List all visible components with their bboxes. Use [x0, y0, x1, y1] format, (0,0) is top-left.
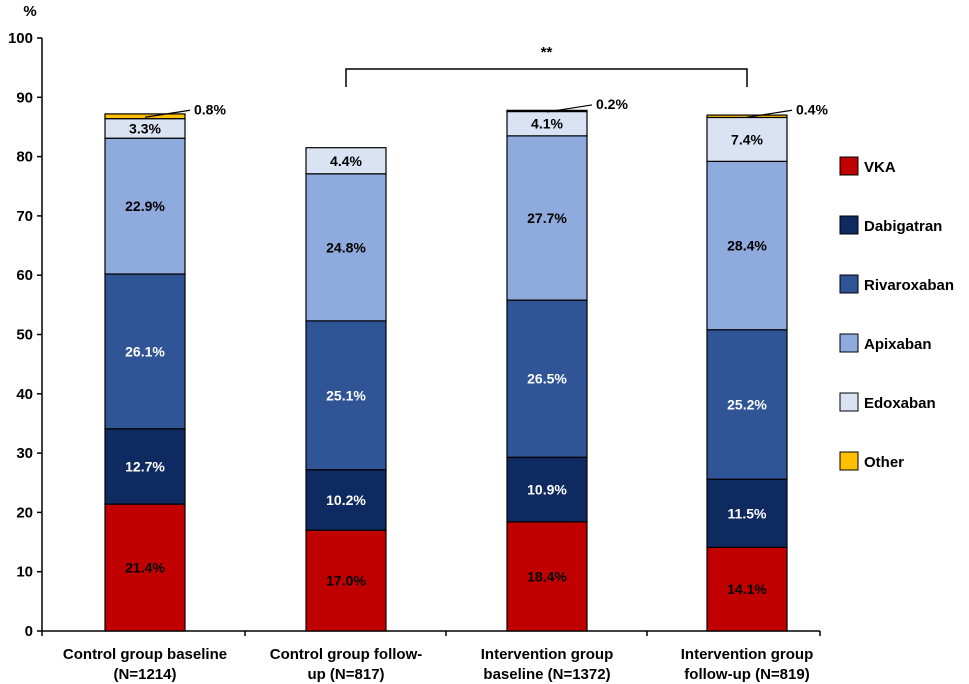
legend-swatch-edoxaban — [839, 392, 859, 412]
legend-label-apixaban: Apixaban — [864, 336, 932, 353]
bar-segment-apixaban — [305, 173, 387, 322]
bar-segment-rivaroxaban — [305, 320, 387, 471]
legend-swatch-vka — [839, 156, 859, 176]
bar-segment-dabigatran — [305, 469, 387, 531]
legend-label-other: Other — [864, 454, 904, 471]
data-label-dabigatran: 11.5% — [728, 505, 767, 521]
category-label: (N=1214) — [114, 666, 177, 683]
y-tick-label: 80 — [16, 149, 33, 166]
category-labels: Control group baseline (N=1214) Control gr… — [63, 646, 813, 683]
leader-line-other — [746, 109, 793, 118]
data-label-dabigatran: 10.9% — [527, 482, 567, 498]
category-label: baseline (N=1372) — [483, 666, 610, 683]
significance-label: ** — [541, 44, 553, 61]
category-label: Intervention group — [681, 646, 814, 663]
bar-segment-apixaban — [706, 160, 788, 331]
data-label-vka: 14.1% — [727, 581, 767, 597]
data-label-apixaban: 24.8% — [326, 239, 366, 255]
y-tick-label: 30 — [16, 445, 33, 462]
data-label-vka: 17.0% — [326, 573, 366, 589]
y-tick-label: 40 — [16, 386, 33, 403]
bar-segment-rivaroxaban — [706, 329, 788, 480]
bar-segment-other — [706, 114, 788, 119]
data-label-rivaroxaban: 25.2% — [727, 396, 767, 412]
bar-segment-dabigatran — [706, 478, 788, 548]
y-tick-label: 70 — [16, 208, 33, 225]
data-label-other: 0.4% — [796, 101, 828, 117]
data-label-other: 0.2% — [596, 96, 628, 112]
data-label-apixaban: 22.9% — [125, 198, 165, 214]
bar-segment-vka — [305, 529, 387, 632]
significance-bracket: ** — [345, 44, 748, 87]
data-label-dabigatran: 10.2% — [326, 492, 366, 508]
bar-segment-dabigatran — [104, 428, 186, 505]
data-label-edoxaban: 7.4% — [731, 131, 763, 147]
bar-segment-rivaroxaban — [104, 273, 186, 430]
significance-bracket-line — [345, 68, 748, 87]
legend-swatch-apixaban — [839, 333, 859, 353]
y-tick-label: 90 — [16, 89, 33, 106]
bar-segment-dabigatran — [506, 456, 588, 523]
data-label-vka: 18.4% — [527, 568, 567, 584]
data-label-edoxaban: 3.3% — [129, 120, 161, 136]
category-label: Control group baseline — [63, 646, 227, 663]
bar-segment-rivaroxaban — [506, 299, 588, 458]
legend-swatch-dabigatran — [839, 215, 859, 235]
bars — [104, 109, 788, 632]
y-tick-label: 20 — [16, 504, 33, 521]
bar-segment-apixaban — [506, 135, 588, 301]
bar-segment-other — [104, 113, 186, 120]
bar-segment-vka — [506, 521, 588, 632]
legend-label-vka: VKA — [864, 159, 896, 176]
bar-segment-edoxaban — [706, 116, 788, 162]
y-tick-label: 60 — [16, 267, 33, 284]
category-label: Intervention group — [481, 646, 614, 663]
legend-swatch-other — [839, 451, 859, 471]
y-tick-label: 50 — [16, 327, 33, 344]
data-label-dabigatran: 12.7% — [125, 458, 165, 474]
data-label-vka: 21.4% — [125, 560, 165, 576]
bar-segment-apixaban — [104, 137, 186, 275]
data-label-other: 0.8% — [194, 101, 226, 117]
data-labels: 21.4% 12.7% 26.1% 22.9% 3.3% 0.8% 17.0% 10.2% 25… — [125, 96, 828, 597]
category-label: Control group follow- — [270, 646, 422, 663]
category-label: up (N=817) — [307, 666, 384, 683]
data-label-rivaroxaban: 25.1% — [326, 387, 366, 403]
legend: VKA Dabigatran Rivaroxaban Apixaban Edoxaban… — [839, 156, 954, 471]
y-tick-label: 0 — [25, 623, 33, 640]
data-label-edoxaban: 4.1% — [531, 116, 563, 132]
leader-line-other — [546, 104, 593, 113]
data-label-rivaroxaban: 26.1% — [125, 343, 165, 359]
y-axis-label: % — [23, 3, 36, 20]
y-tick-label: 10 — [16, 564, 33, 581]
legend-label-edoxaban: Edoxaban — [864, 395, 936, 412]
legend-label-dabigatran: Dabigatran — [864, 218, 942, 235]
bar-segment-edoxaban — [305, 147, 387, 175]
legend-label-rivaroxaban: Rivaroxaban — [864, 277, 954, 294]
legend-swatch-rivaroxaban — [839, 274, 859, 294]
category-label: follow-up (N=819) — [684, 666, 809, 683]
leader-line-other — [144, 109, 191, 118]
bar-segment-vka — [706, 546, 788, 632]
y-tick-label: 100 — [8, 30, 33, 47]
data-label-edoxaban: 4.4% — [330, 153, 362, 169]
data-label-rivaroxaban: 26.5% — [527, 371, 567, 387]
data-label-apixaban: 28.4% — [727, 238, 767, 254]
data-label-apixaban: 27.7% — [527, 210, 567, 226]
